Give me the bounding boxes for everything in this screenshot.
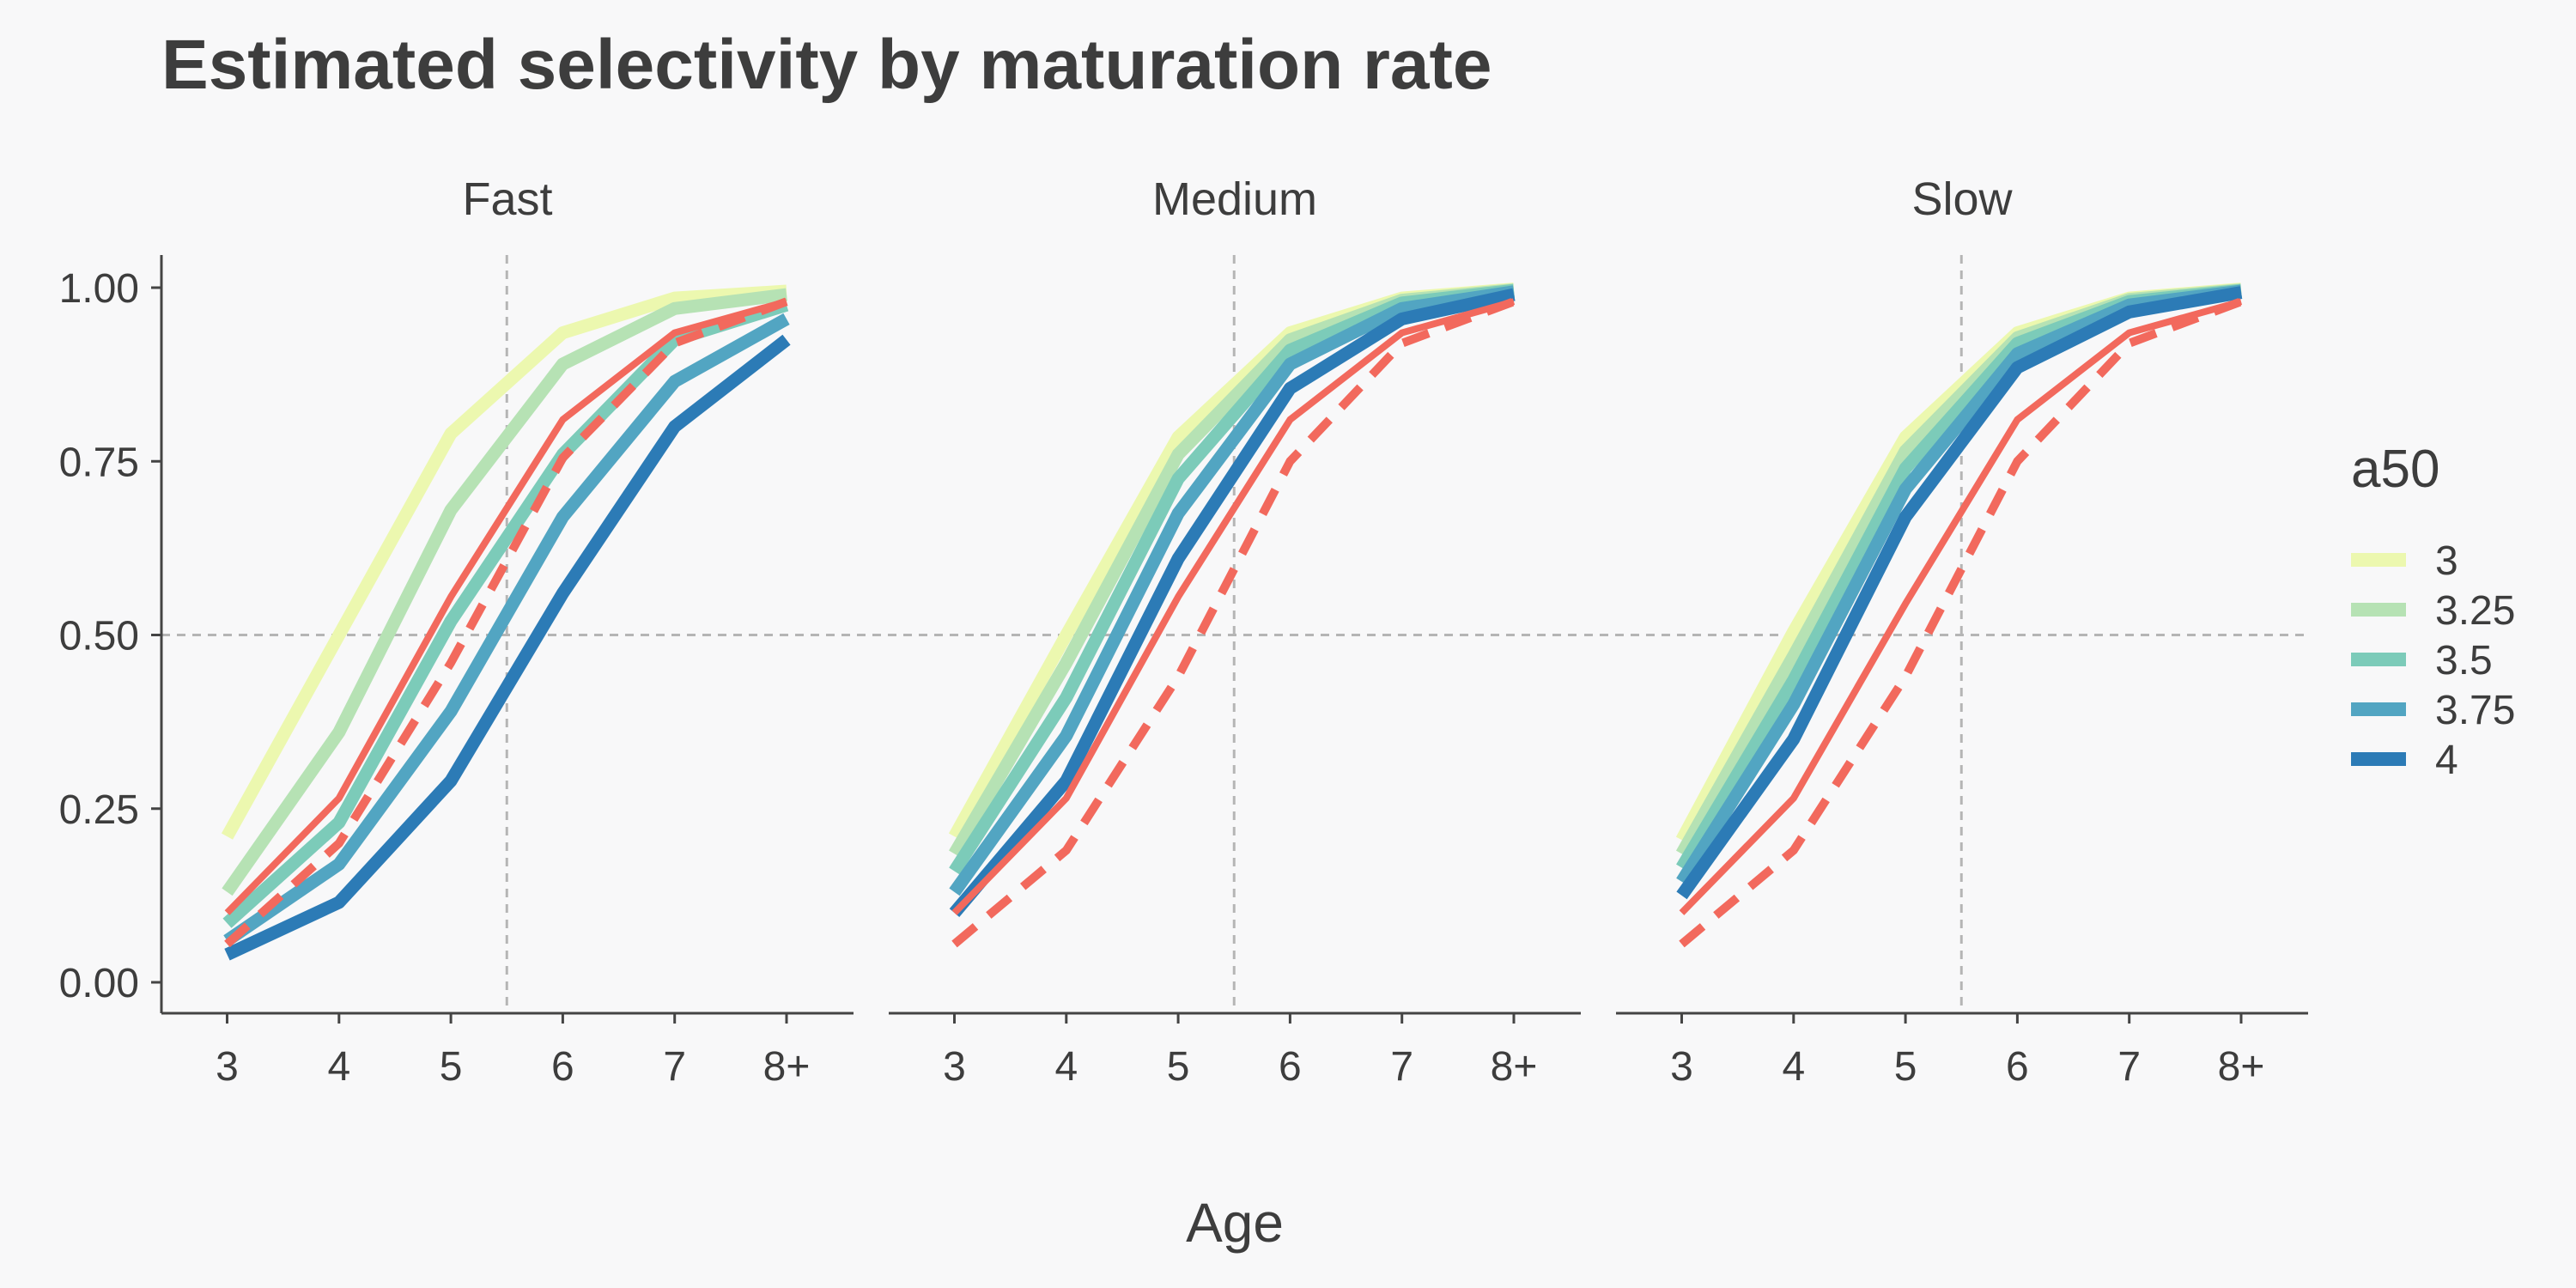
panel-medium: Medium 3 4 5 6 7 8+ — [857, 173, 1581, 1090]
series-line-a50-3-75 — [223, 313, 790, 946]
reference-solid-line — [1679, 298, 2243, 915]
x-tick-label: 6 — [1279, 1044, 1302, 1090]
x-tick-label: 7 — [1390, 1044, 1413, 1090]
x-tick-label: 7 — [663, 1044, 686, 1090]
y-tick-label: 0.50 — [59, 614, 139, 659]
x-tick-label: 3 — [216, 1044, 239, 1090]
x-tick-label: 5 — [1894, 1044, 1917, 1090]
panel-title: Slow — [1911, 173, 2013, 225]
panel-title: Medium — [1152, 173, 1317, 225]
legend-item-3: 3 — [2351, 538, 2458, 584]
legend-label: 3.25 — [2435, 588, 2515, 634]
y-tick-label: 1.00 — [59, 266, 139, 312]
x-tick-label: 8+ — [2218, 1044, 2265, 1090]
x-tick-label: 8+ — [763, 1044, 811, 1090]
x-tick-label: 4 — [1054, 1044, 1078, 1090]
series-line-a50-3 — [221, 284, 787, 840]
facet-panels: Fast 0.00 0.25 0.50 0.75 1.00 3 4 5 6 7 8+ Medium 3 4 5… — [59, 173, 2308, 1090]
legend-items: 33.253.5 3.75 4 — [2351, 538, 2515, 783]
chart-title: Estimated selectivity by maturation rate — [161, 26, 1492, 104]
x-tick-label: 8+ — [1491, 1044, 1538, 1090]
reference-dashed-line — [1679, 297, 2243, 948]
legend-label: 3 — [2435, 538, 2458, 584]
series-line-a50-3-25 — [222, 288, 787, 896]
panel-fast: Fast 0.00 0.25 0.50 0.75 1.00 3 4 5 6 7 8+ — [59, 173, 854, 1090]
panel-slow: Slow 3 4 5 6 7 8+ — [1584, 173, 2308, 1090]
legend-label: 4 — [2435, 738, 2458, 783]
legend-item-3-5: 3.5 — [2351, 638, 2493, 683]
legend-title: a50 — [2351, 440, 2439, 499]
x-tick-label: 4 — [327, 1044, 350, 1090]
y-tick-label: 0.25 — [59, 787, 139, 833]
series-line-a50-4 — [949, 288, 1516, 917]
reference-dashed-line — [951, 297, 1516, 948]
x-tick-label: 6 — [551, 1044, 574, 1090]
x-axis-title: Age — [1186, 1192, 1284, 1254]
legend-item-4: 4 — [2351, 738, 2458, 783]
legend-item-3-75: 3.75 — [2351, 688, 2515, 733]
x-tick-label: 3 — [943, 1044, 966, 1090]
x-tick-label: 4 — [1782, 1044, 1805, 1090]
y-tick-label: 0.75 — [59, 440, 139, 485]
legend: a50 33.253.5 3.75 4 — [2351, 440, 2515, 783]
series-line-a50-3-75 — [949, 285, 1516, 896]
series-line-a50-4 — [224, 334, 791, 961]
x-tick-label: 7 — [2117, 1044, 2141, 1090]
legend-item-3-25: 3.25 — [2351, 588, 2515, 634]
x-tick-label: 5 — [1167, 1044, 1190, 1090]
reference-solid-line — [951, 298, 1516, 915]
x-tick-label: 5 — [440, 1044, 463, 1090]
series-line-a50-4 — [1676, 286, 2243, 900]
x-tick-label: 6 — [2006, 1044, 2029, 1090]
legend-label: 3.5 — [2435, 638, 2493, 683]
reference-solid-line — [224, 298, 788, 915]
y-tick-label: 0.00 — [59, 961, 139, 1006]
x-tick-label: 3 — [1670, 1044, 1693, 1090]
legend-label: 3.75 — [2435, 688, 2515, 733]
panel-title: Fast — [462, 173, 552, 225]
reference-dashed-line — [224, 297, 788, 948]
